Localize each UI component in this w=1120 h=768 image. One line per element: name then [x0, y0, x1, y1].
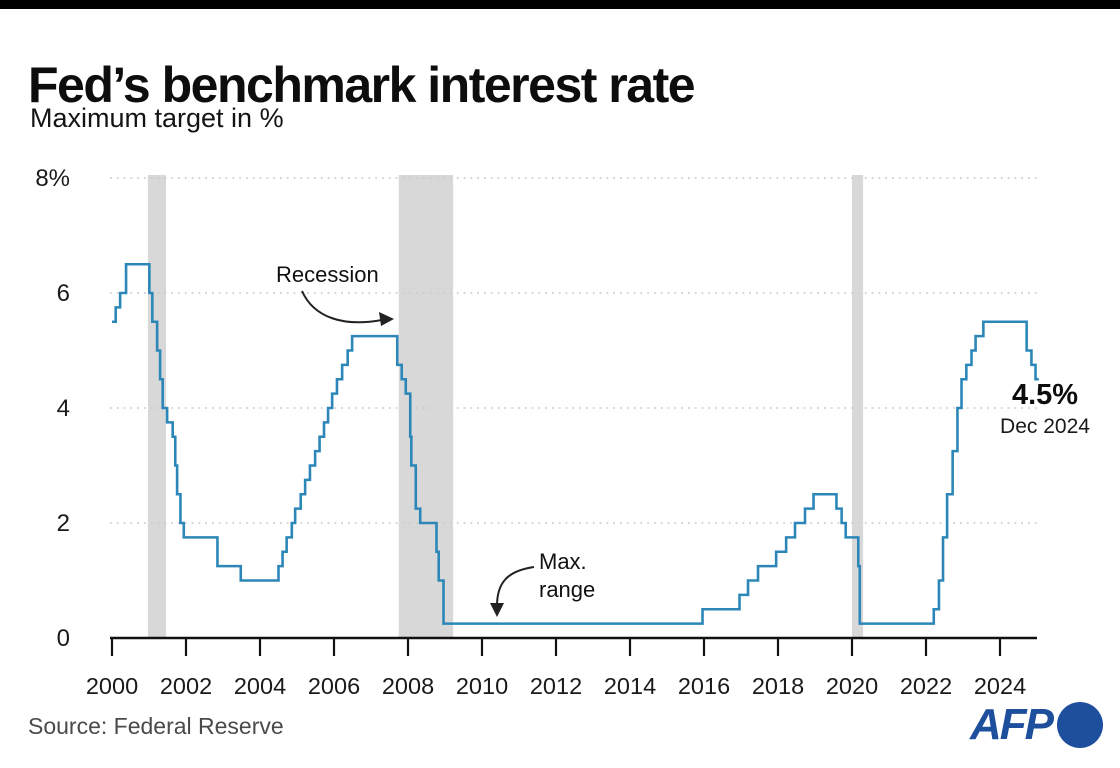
x-tick-label: 2012 [530, 673, 582, 699]
afp-logo-circle-icon [1057, 702, 1103, 748]
y-tick-label: 2 [57, 510, 70, 537]
y-tick-label: 8% [35, 165, 70, 192]
recession-arrow [301, 290, 383, 324]
chart-subtitle: Maximum target in % [30, 103, 284, 133]
recession-arrowhead-icon [379, 312, 394, 326]
max-range-arrow [496, 566, 535, 607]
rate-line [112, 262, 1039, 625]
x-tick-label: 2010 [456, 673, 508, 699]
x-tick-label: 2022 [900, 673, 952, 699]
afp-logo-text: AFP [970, 700, 1054, 749]
recession-annotation: Recession [276, 262, 379, 287]
afp-logo: AFP [970, 700, 1103, 750]
latest-value-annotation: 4.5% Dec 2024 [983, 379, 1107, 439]
x-tick-label: 2020 [826, 673, 878, 699]
latest-value: 4.5% [1011, 379, 1079, 411]
x-tick-label: 2002 [160, 673, 212, 699]
x-tick-label: 2000 [86, 673, 138, 699]
x-tick-label: 2006 [308, 673, 360, 699]
y-tick-label: 0 [57, 625, 70, 652]
page-title: Fed’s benchmark interest rate [28, 56, 696, 113]
max-range-arrowhead-icon [490, 603, 504, 617]
x-tick-label: 2018 [752, 673, 804, 699]
x-tick-label: 2008 [382, 673, 434, 699]
max-range-line1: Max. [539, 549, 587, 574]
source-credit: Source: Federal Reserve [28, 713, 284, 739]
x-tick-label: 2024 [974, 673, 1026, 699]
x-tick-label: 2016 [678, 673, 730, 699]
max-range-annotation: Max. range [539, 548, 595, 604]
latest-value-date: Dec 2024 [1000, 415, 1090, 438]
recession-band [852, 175, 864, 638]
y-tick-label: 6 [57, 280, 70, 307]
x-tick-label: 2004 [234, 673, 286, 699]
max-range-line2: range [539, 577, 596, 602]
recession-band [398, 175, 454, 638]
x-tick-label: 2014 [604, 673, 656, 699]
y-tick-label: 4 [57, 395, 70, 422]
top-bar [0, 0, 1120, 9]
